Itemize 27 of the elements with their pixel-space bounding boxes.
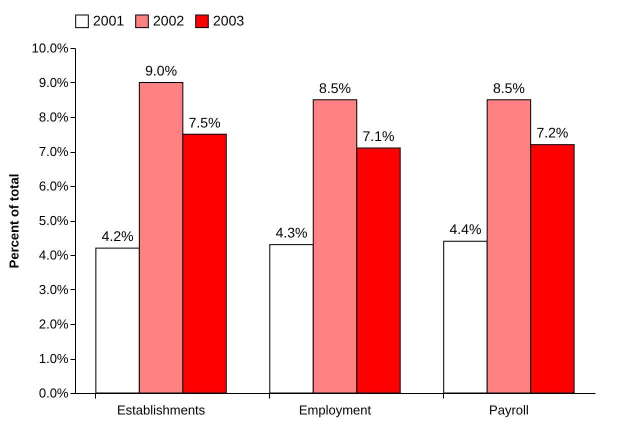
y-tick-label: 8.0%: [38, 110, 69, 124]
y-tick-label: 6.0%: [38, 178, 69, 194]
data-label: 7.1%: [362, 128, 394, 144]
x-tick-label: Employment: [298, 402, 372, 418]
y-axis-title: Percent of total: [6, 174, 22, 268]
y-tick-label: 4.0%: [38, 248, 69, 262]
y-tick-label: 10.0%: [32, 40, 69, 56]
data-label: 8.5%: [319, 80, 351, 96]
data-label: 7.2%: [536, 124, 568, 141]
y-tick-label: 1.0%: [38, 351, 69, 366]
legend-label: 2002: [153, 12, 184, 28]
y-tick-label: 2.0%: [38, 316, 69, 332]
y-tick-label: 0.0%: [38, 386, 69, 400]
legend-label: 2003: [213, 12, 244, 28]
data-label: 4.3%: [276, 224, 308, 241]
data-label: 4.4%: [449, 221, 482, 238]
data-label: 4.2%: [102, 228, 134, 244]
y-tick-label: 9.0%: [38, 75, 69, 90]
x-tick-label: Payroll: [489, 402, 529, 418]
legend-label: 2001: [93, 12, 124, 28]
x-tick-label: Establishments: [117, 402, 206, 418]
data-label: 9.0%: [145, 62, 178, 78]
data-label: 7.5%: [188, 114, 221, 130]
y-tick-label: 3.0%: [38, 282, 69, 297]
y-tick-label: 5.0%: [38, 213, 69, 228]
y-tick-label: 7.0%: [38, 144, 69, 159]
data-label: 8.5%: [492, 80, 525, 96]
